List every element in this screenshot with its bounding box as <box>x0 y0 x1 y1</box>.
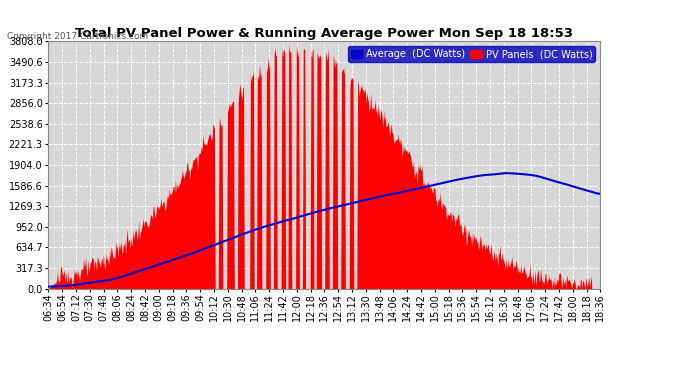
Title: Total PV Panel Power & Running Average Power Mon Sep 18 18:53: Total PV Panel Power & Running Average P… <box>75 27 573 40</box>
Legend: Average  (DC Watts), PV Panels  (DC Watts): Average (DC Watts), PV Panels (DC Watts) <box>348 46 595 62</box>
Text: Copyright 2017 Cartronics.com: Copyright 2017 Cartronics.com <box>7 32 148 41</box>
